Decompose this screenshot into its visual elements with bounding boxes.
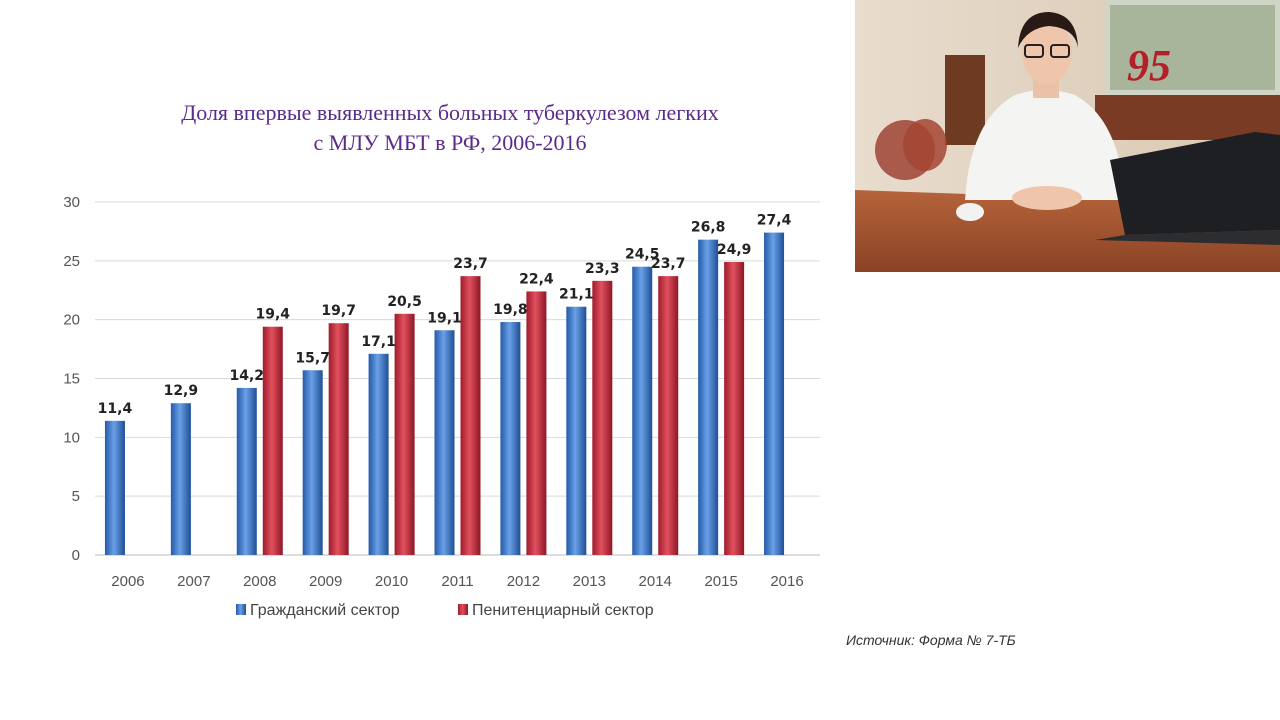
bar-penitentiary	[658, 276, 679, 555]
data-label: 12,9	[164, 383, 199, 399]
data-label: 20,5	[387, 294, 422, 310]
x-tick-label: 2014	[639, 573, 672, 590]
data-label: 19,8	[493, 302, 528, 318]
data-label: 23,3	[585, 261, 620, 277]
data-label: 15,7	[295, 350, 330, 366]
y-tick-label: 15	[63, 371, 80, 388]
data-label: 14,2	[229, 368, 264, 384]
bar-penitentiary	[592, 280, 613, 555]
chart-title-line2: с МЛУ МБТ в РФ, 2006-2016	[313, 130, 587, 155]
bar-civil	[764, 232, 785, 556]
y-tick-label: 5	[72, 488, 80, 505]
bar-civil	[302, 370, 323, 555]
bar-civil	[170, 403, 191, 555]
data-label: 24,9	[717, 242, 752, 258]
legend-swatch	[458, 604, 468, 615]
data-label: 11,4	[98, 401, 133, 417]
bar-penitentiary	[526, 291, 547, 555]
bar-penitentiary	[460, 276, 481, 555]
data-label: 17,1	[361, 334, 396, 350]
data-label: 24,5	[625, 247, 660, 263]
data-label: 22,4	[519, 271, 554, 287]
x-tick-label: 2011	[441, 573, 473, 590]
bar-civil	[434, 330, 455, 555]
data-label: 26,8	[691, 220, 726, 236]
source-note: Источник: Форма № 7-ТБ	[846, 632, 1016, 648]
bar-civil	[368, 353, 389, 555]
bar-penitentiary	[262, 326, 283, 555]
data-label: 21,1	[559, 287, 594, 303]
banner-95: 95	[1127, 41, 1171, 90]
x-tick-label: 2016	[770, 573, 803, 590]
data-label: 19,7	[321, 303, 356, 319]
x-tick-label: 2015	[704, 573, 737, 590]
x-tick-label: 2009	[309, 573, 342, 590]
data-label: 27,4	[757, 213, 792, 229]
x-tick-label: 2007	[177, 573, 210, 590]
bar-penitentiary	[724, 262, 745, 555]
y-tick-label: 20	[63, 312, 80, 329]
y-tick-label: 0	[72, 547, 80, 564]
presenter-video-feed: 95	[855, 0, 1280, 272]
presenter-image: 95	[855, 0, 1280, 272]
data-label: 19,1	[427, 310, 462, 326]
x-tick-label: 2013	[573, 573, 606, 590]
bar-civil	[104, 420, 125, 555]
bar-penitentiary	[394, 313, 415, 555]
legend-label: Гражданский сектор	[250, 602, 400, 619]
legend-swatch	[236, 604, 246, 615]
data-label: 19,4	[255, 307, 290, 323]
chart-title-line1: Доля впервые выявленных больных туберкул…	[181, 100, 719, 125]
legend-label: Пенитенциарный сектор	[472, 602, 654, 619]
x-tick-label: 2012	[507, 573, 540, 590]
x-tick-label: 2010	[375, 573, 408, 590]
data-label: 23,7	[453, 256, 488, 272]
y-tick-label: 25	[63, 253, 80, 270]
bar-civil	[500, 322, 521, 555]
bar-penitentiary	[328, 323, 349, 555]
x-tick-label: 2008	[243, 573, 276, 590]
x-tick-label: 2006	[111, 573, 144, 590]
y-tick-label: 30	[63, 194, 80, 211]
bar-civil	[698, 239, 719, 556]
bar-chart: 0 5 10 15 20 25 30 11,4 2006 12,9 2007 14,2 19,4 2008…	[63, 194, 820, 619]
data-label: 23,7	[651, 256, 686, 272]
bar-civil	[632, 266, 653, 555]
y-tick-label: 10	[63, 429, 80, 446]
bar-civil	[236, 387, 257, 555]
bar-civil	[566, 306, 587, 555]
